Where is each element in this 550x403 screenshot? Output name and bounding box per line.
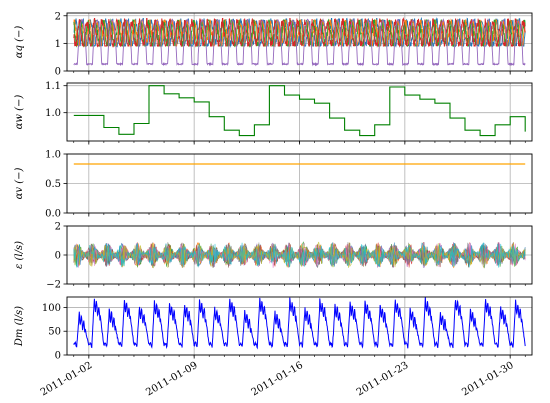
series-line xyxy=(73,297,526,350)
y-axis-label: Dm (l/s) xyxy=(14,306,25,347)
series-group xyxy=(73,297,526,350)
grid xyxy=(67,83,532,141)
x-tick-label: 2011-01-30 xyxy=(460,360,515,398)
y-tick-label: 0 xyxy=(55,67,61,78)
grid xyxy=(67,153,532,214)
series-line xyxy=(73,17,526,48)
y-axis-label: αw (−) xyxy=(14,95,25,130)
series-line xyxy=(73,85,526,137)
series-group xyxy=(73,241,526,269)
y-axis-label: ε (l/s) xyxy=(14,241,25,269)
y-tick-label: 100 xyxy=(42,303,61,314)
panel-5: 0 50 100 Dm (l/s) xyxy=(14,296,533,362)
series-line xyxy=(73,18,526,67)
y-tick-label: 1.0 xyxy=(45,108,61,119)
y-tick-label: 50 xyxy=(48,327,61,338)
panels: 0 1 2 αq (−) 1.0 1.1 αw (−) 0.0 0.5 1.0 αv (−) −2 0 2… xyxy=(14,11,533,362)
y-tick-label: −2 xyxy=(46,280,61,291)
x-tick-label: 2011-01-23 xyxy=(355,360,410,398)
panel-4: −2 0 2 ε (l/s) xyxy=(14,222,533,291)
series-group xyxy=(73,85,526,137)
x-axis: 2011-01-02 2011-01-09 2011-01-16 2011-01-23… xyxy=(39,360,516,398)
panel-2: 1.0 1.1 αw (−) xyxy=(14,81,533,145)
y-tick-label: 1.0 xyxy=(45,150,61,161)
series-line xyxy=(73,242,526,269)
y-tick-label: 2 xyxy=(55,11,61,22)
x-tick-label: 2011-01-16 xyxy=(250,360,305,398)
y-axis-label: αv (−) xyxy=(14,168,25,200)
series-line xyxy=(73,18,526,48)
x-tick-label: 2011-01-09 xyxy=(144,360,199,398)
panel-1: 0 1 2 αq (−) xyxy=(14,11,533,78)
y-tick-label: 1.1 xyxy=(45,81,61,92)
y-tick-label: 0 xyxy=(55,351,61,362)
y-tick-label: 0 xyxy=(55,251,61,262)
series-group xyxy=(73,16,526,67)
x-tick-label: 2011-01-02 xyxy=(39,360,94,398)
y-tick-label: 1 xyxy=(55,39,61,50)
panel-3: 0.0 0.5 1.0 αv (−) xyxy=(14,150,533,220)
y-axis-label: αq (−) xyxy=(14,26,25,59)
y-tick-label: 2 xyxy=(55,222,61,233)
y-tick-label: 0.0 xyxy=(45,209,61,220)
y-tick-label: 0.5 xyxy=(45,179,61,190)
